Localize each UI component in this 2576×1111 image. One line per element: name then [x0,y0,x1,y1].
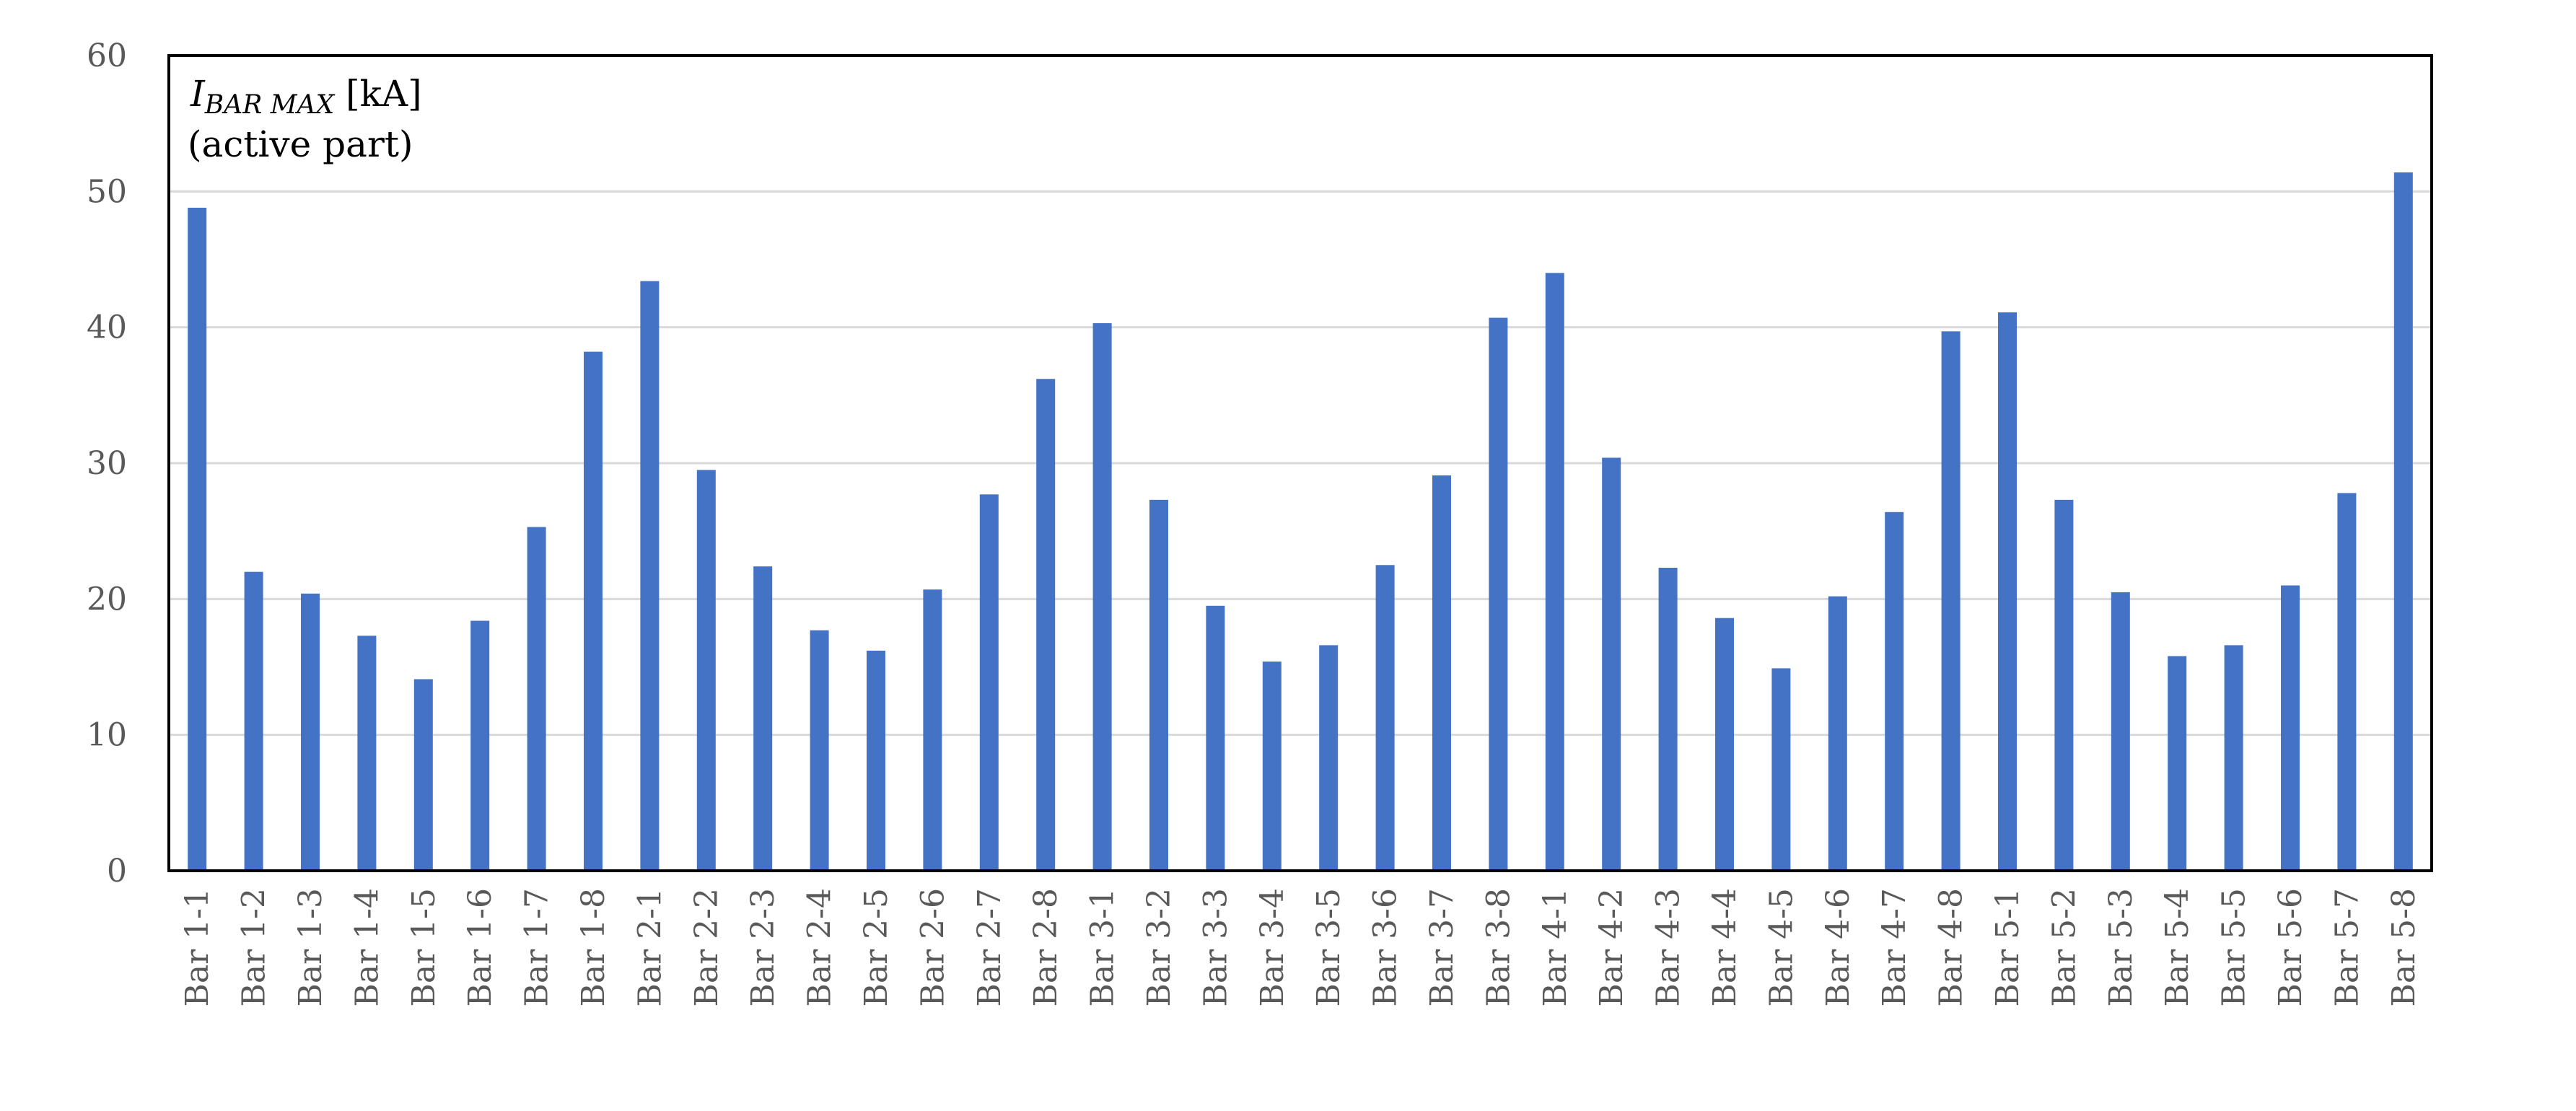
bar-bar-2-5 [867,650,885,871]
bar-bar-4-2 [1602,457,1621,871]
x-tick-label: Bar 3-4 [1254,888,1291,1006]
x-tick-label: Bar 2-1 [631,888,668,1006]
x-tick-label: Bar 3-6 [1367,888,1404,1006]
bar-bar-4-4 [1715,618,1734,871]
bar-bar-2-6 [923,589,942,871]
bar-bar-4-5 [1771,668,1791,871]
x-tick-label: Bar 3-7 [1424,888,1460,1006]
x-tick-label: Bar 1-5 [406,888,442,1006]
x-tick-label: Bar 1-8 [575,888,612,1006]
bar-bar-2-8 [1036,379,1056,871]
bars [188,172,2413,871]
bar-bar-3-8 [1489,317,1508,871]
bar-bar-3-5 [1319,645,1339,871]
bar-bar-4-7 [1885,511,1904,871]
x-tick-label: Bar 3-8 [1480,888,1517,1006]
x-tick-label: Bar 5-5 [2216,888,2253,1006]
x-tick-label: Bar 1-7 [519,888,556,1006]
bar-bar-3-2 [1149,499,1168,871]
bar-bar-2-7 [979,494,999,871]
bar-bar-4-3 [1658,568,1678,871]
bar-bar-4-1 [1545,273,1564,871]
x-tick-label: Bar 4-2 [1593,888,1630,1006]
bar-bar-2-3 [753,566,773,871]
y-tick-label: 30 [87,445,127,482]
bar-bar-4-6 [1828,596,1847,871]
bar-bar-3-1 [1092,323,1112,871]
bar-bar-1-3 [301,593,320,871]
bar-bar-5-7 [2337,493,2357,871]
y-tick-label: 50 [87,173,127,210]
x-tick-label: Bar 4-6 [1820,888,1857,1006]
y-tick-label: 20 [87,581,127,618]
x-tick-label: Bar 5-4 [2159,888,2196,1006]
x-tick-label: Bar 4-1 [1537,888,1574,1006]
bar-bar-1-1 [188,207,207,871]
x-tick-label: Bar 5-7 [2329,888,2365,1006]
x-tick-label: Bar 5-2 [2046,888,2082,1006]
x-tick-label: Bar 1-4 [349,888,385,1006]
x-tick-label: Bar 5-1 [1989,888,2026,1006]
x-tick-label: Bar 2-6 [914,888,951,1006]
bar-bar-4-8 [1941,331,1961,871]
bar-bar-5-4 [2168,656,2187,871]
bar-bar-5-5 [2224,645,2243,871]
bar-bar-2-4 [810,630,829,871]
bar-bar-5-2 [2054,499,2074,871]
x-tick-label: Bar 4-4 [1707,888,1743,1006]
y-axis-label: IBAR MAX [kA] [190,73,422,120]
bar-bar-3-6 [1375,565,1395,871]
x-tick-label: Bar 2-7 [971,888,1008,1006]
x-tick-label: Bar 3-1 [1085,888,1121,1006]
x-tick-label: Bar 1-3 [292,888,329,1006]
x-tick-label: Bar 3-3 [1197,888,1234,1006]
x-tick-label: Bar 3-2 [1141,888,1178,1006]
y-axis-tick-labels: 0 10 20 30 40 50 60 [87,38,127,890]
x-tick-label: Bar 4-7 [1876,888,1913,1006]
y-axis-label-unit: [kA] [334,73,421,115]
x-tick-label: Bar 2-4 [802,888,838,1006]
x-tick-label: Bar 1-6 [462,888,499,1006]
x-tick-label: Bar 5-6 [2272,888,2309,1006]
x-tick-label: Bar 5-8 [2386,888,2422,1006]
y-tick-label: 60 [87,38,127,74]
y-tick-label: 0 [107,853,127,890]
gridlines [169,190,2432,737]
y-tick-label: 40 [87,309,127,346]
x-tick-label: Bar 5-3 [2103,888,2139,1006]
x-tick-label: Bar 2-3 [745,888,781,1006]
y-tick-label: 10 [87,717,127,754]
x-tick-label: Bar 2-8 [1028,888,1064,1006]
x-axis-tick-labels: Bar 1-1 Bar 1-2 Bar 1-3 Bar 1-4 Bar 1-5 Bar 1… [179,888,2422,1006]
bar-bar-1-5 [413,679,433,871]
bar-bar-3-4 [1262,661,1282,871]
bar-bar-5-8 [2393,172,2413,871]
x-tick-label: Bar 4-5 [1763,888,1800,1006]
bar-bar-1-6 [470,620,490,871]
x-tick-label: Bar 3-5 [1310,888,1347,1006]
bar-bar-3-7 [1432,475,1451,871]
y-axis-label-symbol: I [190,73,206,115]
bar-bar-2-1 [640,281,660,871]
bar-bar-1-4 [357,636,377,871]
bar-bar-5-6 [2281,585,2300,871]
x-tick-label: Bar 1-1 [179,888,216,1006]
plot-frame [167,54,2433,872]
x-tick-label: Bar 1-2 [236,888,273,1006]
bar-bar-1-8 [584,351,603,871]
bar-bar-5-1 [1998,312,2017,871]
x-tick-label: Bar 2-5 [858,888,895,1006]
x-tick-label: Bar 4-3 [1650,888,1687,1006]
y-axis-label-line2: (active part) [188,123,413,165]
bar-bar-3-3 [1206,605,1225,871]
x-tick-label: Bar 2-2 [688,888,725,1006]
bar-bar-1-2 [244,571,263,871]
y-axis-label-subscript: BAR MAX [204,90,336,120]
bar-bar-1-7 [527,527,546,871]
bar-bar-5-3 [2111,592,2130,871]
x-tick-label: Bar 4-8 [1933,888,1970,1006]
bar-bar-2-2 [696,470,716,871]
